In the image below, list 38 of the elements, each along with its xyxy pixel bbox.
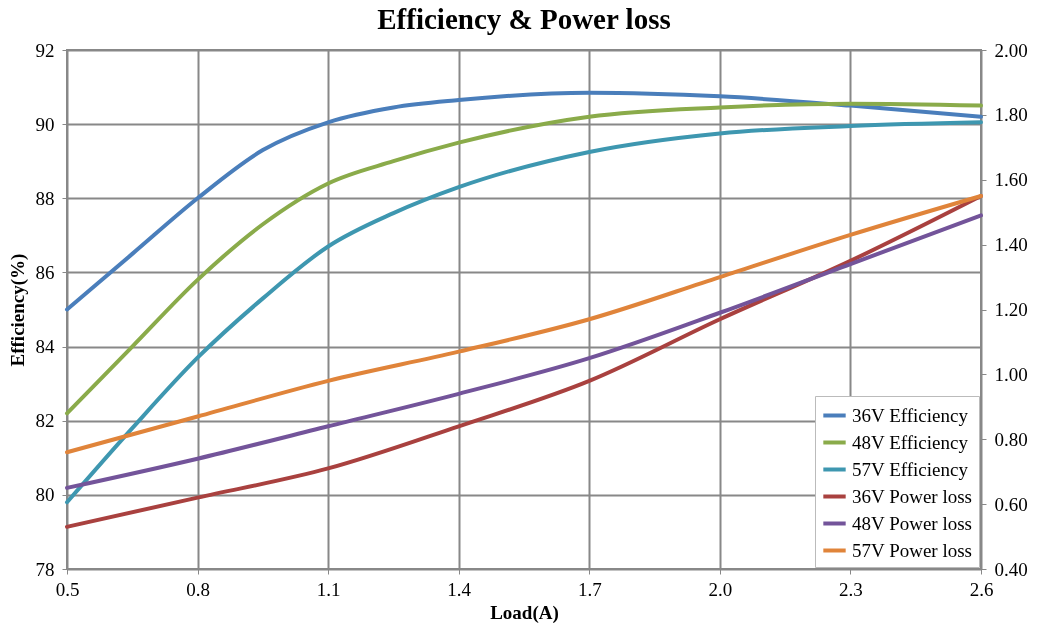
- x-tick-label: 1.7: [577, 578, 602, 600]
- legend-label: 57V Power loss: [852, 539, 972, 561]
- line-series: [65, 213, 983, 490]
- y2-tick-label: 1.20: [994, 299, 1028, 320]
- legend-label: 48V Power loss: [852, 512, 972, 534]
- y-tick-label: 82: [35, 410, 55, 432]
- y-axis-title: Efficiency(%): [6, 253, 29, 367]
- y-tick-label: 86: [35, 261, 55, 283]
- y-tick-label: 92: [35, 39, 55, 61]
- legend-label: 36V Efficiency: [852, 404, 969, 426]
- x-tick-label: 0.5: [55, 578, 80, 600]
- x-tick-label: 2.6: [969, 578, 994, 600]
- line-series: [65, 120, 983, 505]
- y-tick-label: 84: [35, 336, 55, 358]
- y2-tick-label: 1.80: [994, 104, 1028, 126]
- y2-tick-label: 1.40: [994, 234, 1028, 256]
- legend-label: 36V Power loss: [852, 485, 972, 507]
- x-tick-label: 1.4: [447, 578, 472, 600]
- x-axis-title: Load(A): [490, 601, 559, 624]
- line-series: [65, 193, 983, 455]
- x-tick-label: 0.8: [186, 578, 210, 600]
- y2-tick-label: 0.80: [994, 428, 1028, 450]
- y2-tick-label: 1.60: [994, 169, 1028, 191]
- legend-label: 48V Efficiency: [852, 431, 969, 453]
- chart-title: Efficiency & Power loss: [377, 3, 671, 35]
- y-tick-label: 78: [35, 558, 55, 580]
- legend-label: 57V Efficiency: [852, 458, 969, 480]
- y-tick-label: 88: [35, 187, 55, 209]
- y2-tick-label: 0.40: [994, 558, 1028, 580]
- y2-tick-label: 2.00: [994, 39, 1028, 61]
- x-tick-label: 2.0: [708, 578, 733, 600]
- line-series: [65, 90, 983, 312]
- y-tick-label: 80: [35, 484, 55, 506]
- x-tick-label: 2.3: [839, 578, 863, 600]
- y-tick-label: 90: [35, 113, 55, 135]
- y2-tick-label: 0.60: [994, 493, 1028, 515]
- y2-tick-label: 1.00: [994, 363, 1028, 385]
- x-tick-label: 1.1: [316, 578, 341, 600]
